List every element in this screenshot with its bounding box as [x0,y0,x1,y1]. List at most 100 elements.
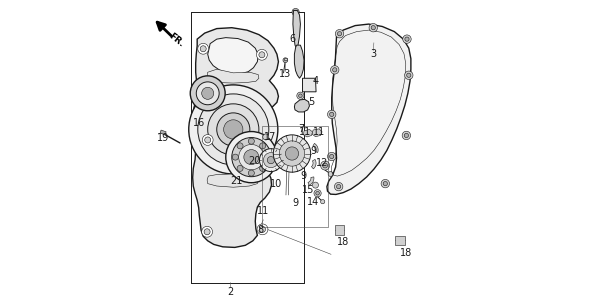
Text: 15: 15 [302,185,314,195]
Text: 9: 9 [310,145,316,156]
Text: 11: 11 [257,206,270,216]
Polygon shape [293,11,300,48]
Text: 9: 9 [300,171,306,181]
Circle shape [297,92,304,99]
Circle shape [273,135,311,172]
Polygon shape [294,99,309,112]
Circle shape [254,135,264,145]
Polygon shape [313,143,318,153]
Circle shape [333,68,337,72]
Circle shape [263,153,278,168]
Circle shape [336,185,341,189]
Text: 8: 8 [257,225,264,235]
Polygon shape [327,24,411,194]
Text: 20: 20 [248,156,261,166]
Circle shape [237,165,243,171]
Polygon shape [207,174,258,187]
Circle shape [257,224,268,235]
Circle shape [383,182,388,186]
Circle shape [337,32,342,36]
Circle shape [316,191,319,195]
Circle shape [335,29,344,38]
Circle shape [299,94,302,98]
Circle shape [328,172,333,176]
Text: 11: 11 [299,127,312,138]
Circle shape [202,135,213,145]
Circle shape [224,120,243,139]
Circle shape [248,170,254,176]
Polygon shape [284,58,287,60]
Text: 19: 19 [157,133,169,144]
Circle shape [327,152,336,161]
Polygon shape [308,177,314,185]
Text: 14: 14 [307,197,319,207]
Polygon shape [312,159,316,169]
Polygon shape [335,225,345,235]
Circle shape [232,154,238,160]
Circle shape [286,147,299,160]
Circle shape [330,154,334,159]
Circle shape [407,73,411,77]
Circle shape [283,58,288,63]
Circle shape [330,66,339,74]
Circle shape [292,8,299,16]
Polygon shape [294,45,304,78]
Text: 18: 18 [337,237,349,247]
Text: 4: 4 [313,76,319,86]
Polygon shape [208,38,258,74]
Circle shape [263,134,269,140]
Circle shape [202,87,214,99]
Circle shape [239,144,264,170]
Circle shape [327,110,336,119]
Text: 5: 5 [309,97,314,107]
Circle shape [256,137,262,143]
Circle shape [267,157,274,164]
Circle shape [260,226,266,232]
Circle shape [264,154,270,160]
Circle shape [232,138,271,177]
Circle shape [335,182,343,191]
Circle shape [405,37,409,41]
Circle shape [208,104,259,155]
Text: 6: 6 [289,34,295,44]
Circle shape [330,112,334,116]
Text: 16: 16 [192,118,205,129]
Polygon shape [207,69,259,83]
Text: 11: 11 [313,127,325,138]
Text: 7: 7 [298,124,304,135]
Text: FR.: FR. [167,32,186,49]
Circle shape [299,103,304,109]
Polygon shape [193,28,278,247]
Circle shape [279,141,304,166]
Circle shape [259,52,265,58]
Polygon shape [312,129,322,137]
Circle shape [402,131,411,140]
Circle shape [217,113,250,146]
Circle shape [202,226,212,237]
Text: 3: 3 [370,49,376,59]
Circle shape [260,165,266,171]
Circle shape [320,161,330,170]
Polygon shape [395,236,405,245]
Circle shape [260,149,283,172]
Circle shape [196,82,219,105]
Circle shape [198,43,209,54]
Circle shape [404,133,408,138]
Text: 12: 12 [316,157,328,168]
Circle shape [405,71,413,79]
Text: 13: 13 [279,69,291,79]
Circle shape [200,46,206,52]
Text: 10: 10 [270,178,282,189]
Circle shape [189,85,278,174]
Circle shape [381,179,389,188]
Circle shape [257,49,267,60]
Text: 2: 2 [227,287,234,297]
Circle shape [237,143,243,149]
Circle shape [190,76,225,111]
Text: 17: 17 [264,132,276,142]
Circle shape [244,150,259,165]
Circle shape [260,143,266,149]
Circle shape [323,163,327,168]
Circle shape [205,137,211,143]
Circle shape [314,190,321,197]
